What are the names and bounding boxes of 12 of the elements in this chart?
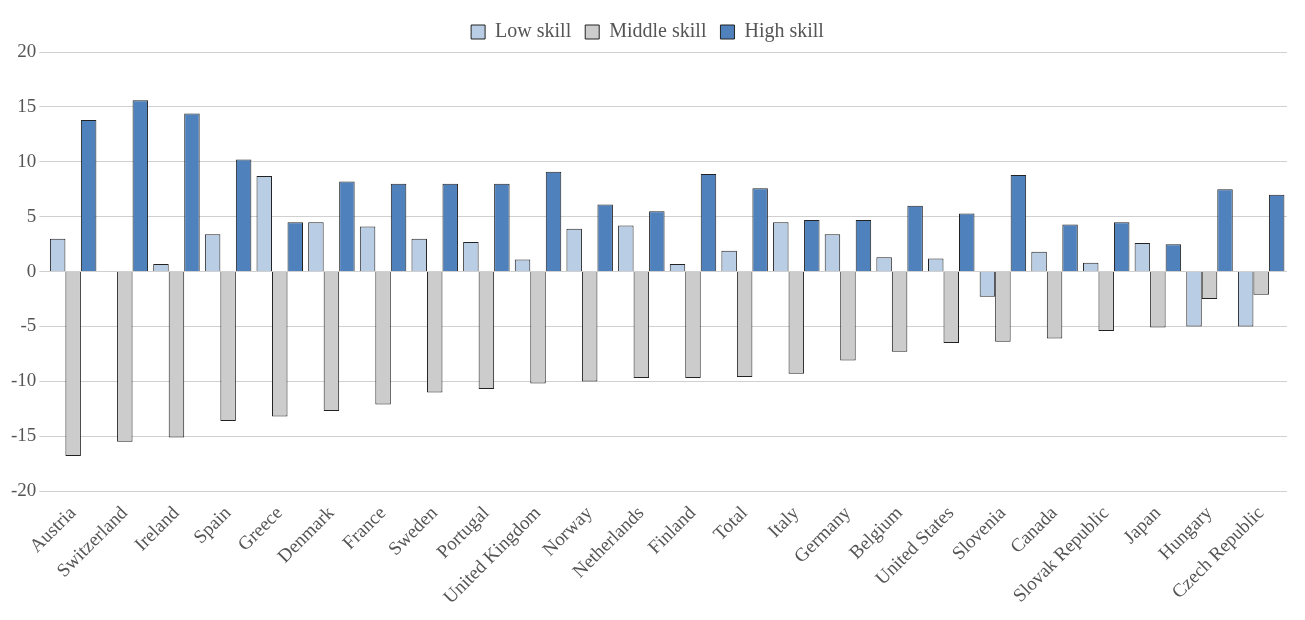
y-tick-label: -20 [11,479,37,501]
y-tick-label: 5 [26,204,37,226]
y-tick-label: -15 [11,424,37,446]
legend-label: High skill [744,19,825,43]
y-tick-label: 0 [26,259,37,281]
y-tick-label: 10 [17,149,37,171]
legend-label: Middle skill [609,19,707,42]
y-tick-label: 20 [17,39,37,61]
y-tick-label: -5 [20,314,37,336]
y-tick-label: 15 [17,94,37,116]
y-tick-label: -10 [11,369,37,391]
legend-label: Low skill [495,19,572,42]
